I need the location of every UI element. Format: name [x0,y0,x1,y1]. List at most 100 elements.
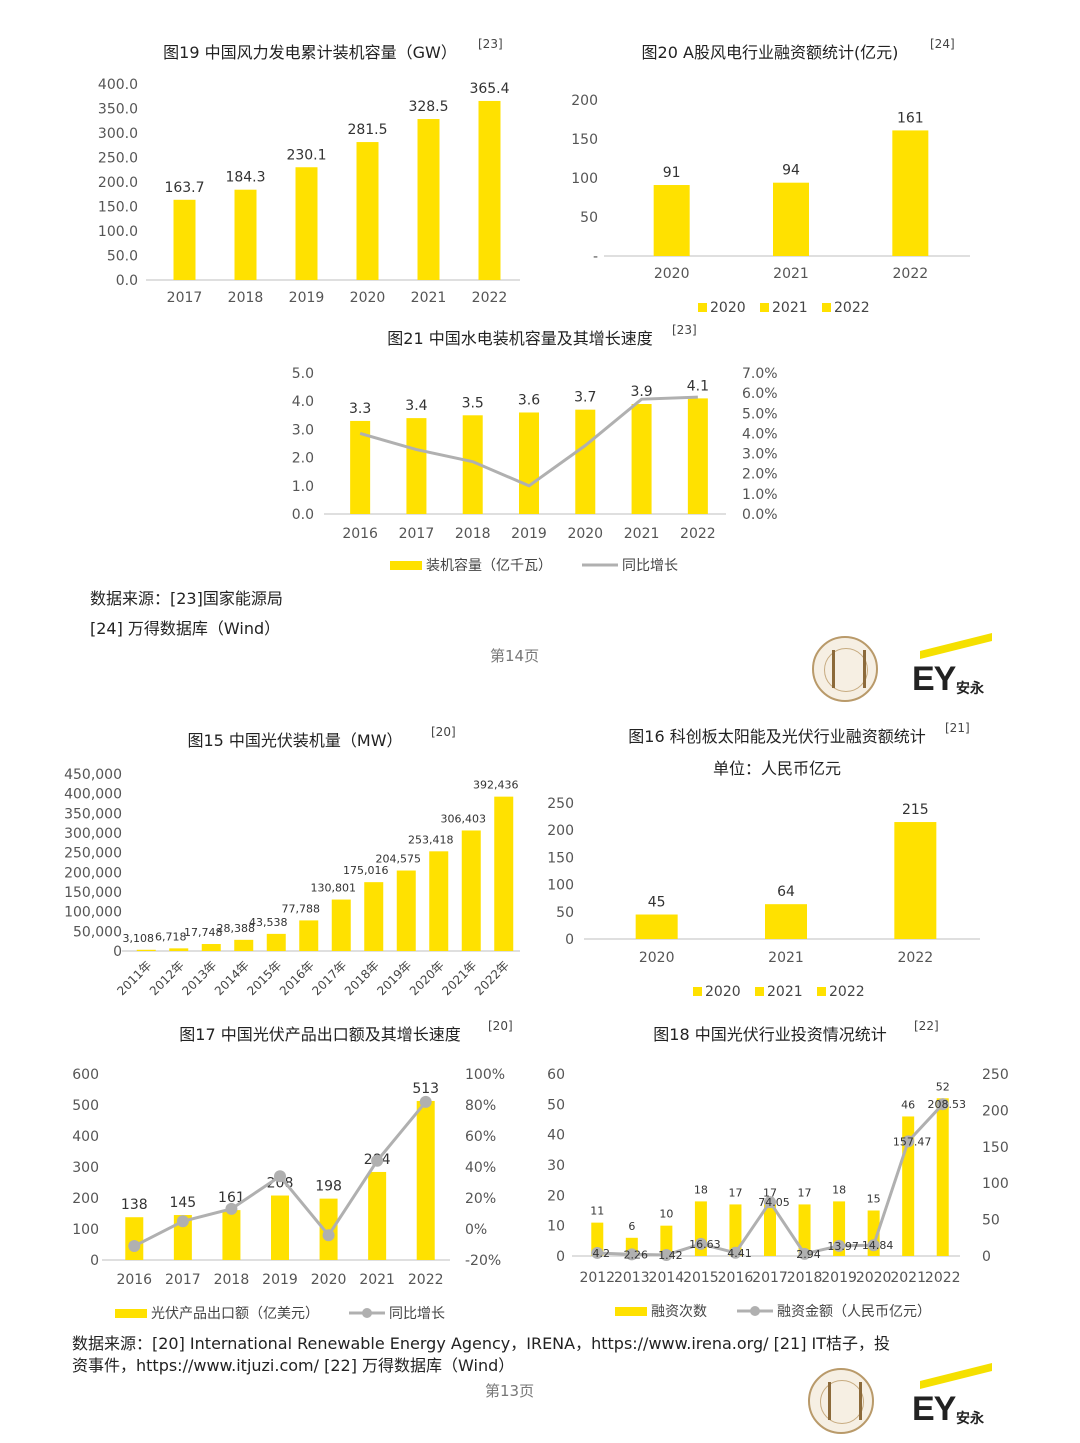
legend-label: 融资金额（人民币亿元） [777,1304,931,1320]
y2-tick-label: -20% [465,1253,501,1269]
y-tick-label: 400 [72,1129,99,1145]
bar-value-label: 77,788 [282,902,321,915]
y2-tick-label: 100% [465,1067,505,1083]
line-point [225,1202,238,1215]
bar [429,851,449,951]
line-point [660,1248,673,1261]
chart-title-ref: [21] [945,721,970,735]
chart-title: 图19 中国风力发电累计装机容量（GW） [163,43,457,62]
chart-fig17: 图17 中国光伏产品出口额及其增长速度 [20] 0 100 200 300 400 500 6… [72,1019,512,1322]
legend-label: 同比增长 [622,558,678,574]
x-tick-label: 2014 [649,1270,685,1286]
bar-value-label: 94 [782,163,800,179]
bar-value-label: 145 [169,1195,196,1211]
y-tick-label: 50 [547,1097,565,1113]
legend-swatch [693,987,702,996]
x-tick-label: 2017年 [309,958,349,998]
line-point [798,1247,811,1260]
bar [894,822,937,939]
x-tick-label: 2012年 [147,958,187,998]
y-tick-label: 40 [547,1128,565,1144]
line-value-label: 16.63 [689,1238,721,1251]
x-tick-label: 2020 [567,526,603,542]
legend-label: 2022 [829,984,865,1000]
chart-title: 图15 中国光伏装机量（MW） [187,731,402,750]
x-tick-label: 2017 [165,1272,201,1288]
line-point [419,1095,432,1108]
y-tick-label: 450,000 [64,767,122,783]
x-tick-label: 2017 [167,290,203,306]
ey-logo-top: EY 安永 [910,633,992,700]
y-tick-label: 200 [571,93,598,109]
y2-tick-label: 40% [465,1160,496,1176]
y-tick-label: 200 [72,1191,99,1207]
y-tick-label: 400,000 [64,787,122,803]
line-point [764,1196,776,1209]
y-tick-label: 150 [547,850,574,866]
x-tick-label: 2012 [579,1270,615,1286]
y-tick-label: 100,000 [64,905,122,921]
bar-value-label: 45 [648,895,666,911]
bar [773,182,809,256]
bar [396,870,416,951]
y-tick-label: 350,000 [64,806,122,822]
x-tick-label: 2022 [893,266,929,282]
legend-label: 装机容量（亿千瓦） [426,557,552,574]
bar [417,119,440,280]
bar [169,948,189,951]
y-tick-label: 300 [72,1160,99,1176]
x-tick-label: 2020 [350,290,386,306]
source-line-2: 资事件，https://www.itjuzi.com/ [22] 万得数据库（W… [72,1356,515,1375]
bar [660,1225,673,1256]
bar-value-label: 18 [832,1183,846,1196]
bar-value-label: 365.4 [469,81,509,97]
x-tick-label: 2021 [411,290,447,306]
bar [494,796,514,951]
line-point [322,1229,335,1242]
x-tick-label: 2022 [925,1270,961,1286]
bar-value-label: 3.7 [574,390,596,406]
line-point [867,1239,880,1252]
bar-value-label: 17 [728,1186,742,1199]
chart-fig20: 图20 A股风电行业融资额统计(亿元) [24] - 50 100 150 200 91 202… [571,37,970,316]
line-point [591,1246,604,1259]
y2-tick-label: 250 [982,1067,1009,1083]
bar [266,933,286,951]
y-tick-label: 60 [547,1067,565,1083]
x-tick-label: 2016年 [277,958,317,998]
bar [635,914,678,939]
y-tick-label: 0.0 [116,273,138,289]
bar-value-label: 3.3 [349,401,371,417]
y2-tick-label: 7.0% [742,366,778,382]
bar [234,939,254,951]
y-tick-label: 0 [90,1253,99,1269]
x-tick-label: 2016 [718,1270,754,1286]
bar [631,404,652,514]
y-tick-label: 30 [547,1158,565,1174]
bar-value-label: 6,718 [155,930,187,943]
y-tick-label: 100 [547,878,574,894]
bar [173,199,196,280]
line-value-label: 2.94 [796,1248,821,1261]
x-tick-label: 2020 [654,266,690,282]
y2-tick-label: 150 [982,1140,1009,1156]
bar-value-label: 163.7 [164,180,204,196]
bar-value-label: 161 [218,1190,245,1206]
chart-title-ref: [23] [478,37,503,51]
legend-swatch-point [750,1306,760,1316]
line-point [902,1135,915,1148]
bar-value-label: 215 [902,802,929,818]
y-tick-label: 20 [547,1188,565,1204]
x-tick-label: 2016 [116,1272,152,1288]
bar [173,1215,192,1260]
y-tick-label: 150 [571,132,598,148]
bar [461,830,481,951]
y-tick-label: 600 [72,1067,99,1083]
legend-label: 2021 [767,984,803,1000]
bar [765,904,807,939]
bar [406,418,427,514]
x-tick-label: 2021 [624,526,660,542]
x-tick-label: 2022 [472,290,508,306]
source-line-2: [24] 万得数据库（Wind） [90,619,281,638]
bar-value-label: 3.4 [405,398,427,414]
